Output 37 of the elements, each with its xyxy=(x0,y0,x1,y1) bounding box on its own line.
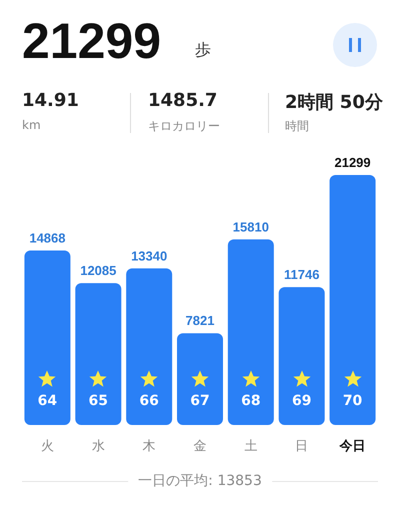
text: 2時間 50分 xyxy=(285,91,383,114)
annotation: 67 xyxy=(190,393,210,409)
chart-title: 21299 xyxy=(22,12,162,70)
data-label: 12085 xyxy=(80,263,116,278)
data-label: 11746 xyxy=(284,267,320,282)
x-tick-label: 火 xyxy=(40,438,54,453)
x-tick-label: 木 xyxy=(142,438,156,453)
bar xyxy=(24,250,70,425)
text: キロカロリー xyxy=(148,118,220,135)
text: km xyxy=(22,118,41,132)
x-tick-label: 日 xyxy=(295,438,308,453)
bar xyxy=(177,333,223,425)
bar xyxy=(228,239,274,425)
annotation: 69 xyxy=(292,393,312,409)
text: 一日の平均: 13853 xyxy=(128,472,272,490)
annotation: 65 xyxy=(88,393,108,409)
annotation: 68 xyxy=(241,393,261,409)
data-label: 7821 xyxy=(186,313,214,328)
annotation: 66 xyxy=(139,393,159,409)
annotation: 70 xyxy=(342,393,362,409)
data-label: 21299 xyxy=(334,155,371,170)
bar xyxy=(278,287,325,425)
text: 14.91 xyxy=(22,90,79,111)
x-tick-label: 水 xyxy=(92,438,105,453)
bar xyxy=(330,175,376,425)
data-label: 15810 xyxy=(232,219,269,234)
x-tick-label: 土 xyxy=(244,438,258,453)
data-label: 14868 xyxy=(29,230,66,246)
text: 時間 xyxy=(285,118,309,135)
x-tick-label: 金 xyxy=(194,438,206,453)
annotation: 64 xyxy=(38,393,58,409)
bar xyxy=(75,283,122,425)
text: 歩 xyxy=(195,40,211,61)
text: 1485.7 xyxy=(148,90,218,111)
bar xyxy=(126,268,172,425)
x-tick-label: 今日 xyxy=(338,438,366,453)
data-label: 13340 xyxy=(131,248,168,264)
